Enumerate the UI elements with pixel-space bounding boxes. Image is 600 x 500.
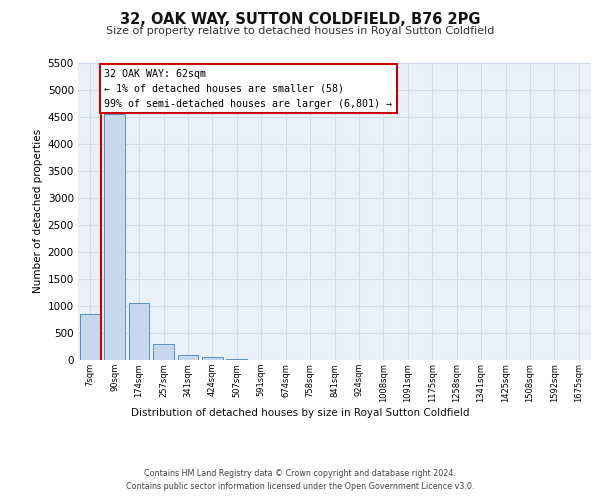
Bar xyxy=(226,358,247,360)
Text: 32, OAK WAY, SUTTON COLDFIELD, B76 2PG: 32, OAK WAY, SUTTON COLDFIELD, B76 2PG xyxy=(120,12,480,28)
Y-axis label: Number of detached properties: Number of detached properties xyxy=(34,129,43,294)
Bar xyxy=(104,114,125,360)
Text: Distribution of detached houses by size in Royal Sutton Coldfield: Distribution of detached houses by size … xyxy=(131,408,469,418)
Bar xyxy=(128,302,149,360)
Text: Contains HM Land Registry data © Crown copyright and database right 2024.: Contains HM Land Registry data © Crown c… xyxy=(144,469,456,478)
Bar xyxy=(80,314,101,360)
Text: 32 OAK WAY: 62sqm
← 1% of detached houses are smaller (58)
99% of semi-detached : 32 OAK WAY: 62sqm ← 1% of detached house… xyxy=(104,69,392,108)
Bar xyxy=(178,356,199,360)
Bar xyxy=(153,344,174,360)
Text: Size of property relative to detached houses in Royal Sutton Coldfield: Size of property relative to detached ho… xyxy=(106,26,494,36)
Bar xyxy=(202,358,223,360)
Text: Contains public sector information licensed under the Open Government Licence v3: Contains public sector information licen… xyxy=(126,482,474,491)
